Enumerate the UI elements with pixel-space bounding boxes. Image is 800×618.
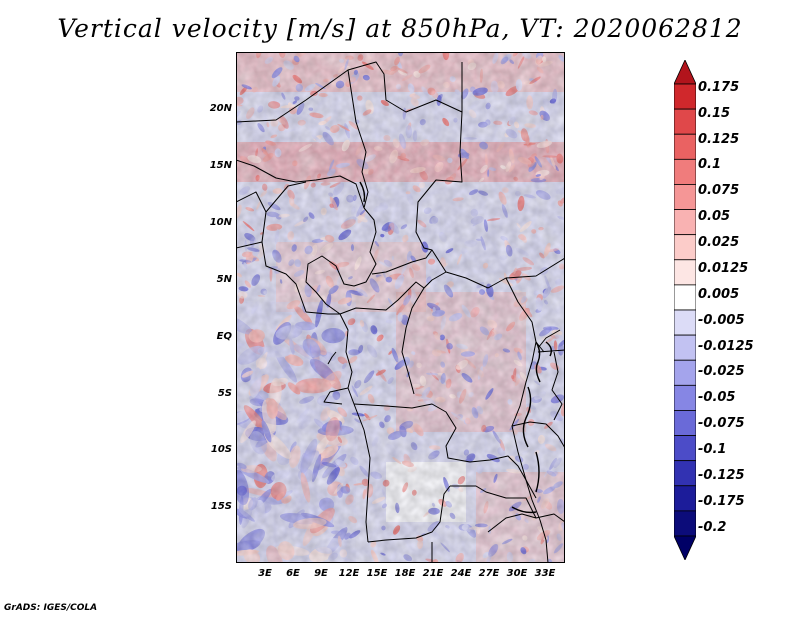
- lon-label-24e: 24E: [450, 568, 472, 579]
- lon-label-21e: 21E: [422, 568, 444, 579]
- lon-label-3e: 3E: [258, 568, 272, 579]
- colorbar-top-arrow: [674, 60, 696, 85]
- lon-label-12e: 12E: [338, 568, 360, 579]
- colorbar-segment: [674, 435, 696, 462]
- colorbar-label: -0.005: [698, 313, 745, 328]
- colorbar-label: 0.15: [698, 106, 731, 121]
- lat-label-15n: 15N: [209, 160, 232, 171]
- colorbar-segment: [674, 384, 696, 411]
- colorbar-label: -0.0125: [698, 339, 754, 354]
- colorbar-label: -0.075: [698, 416, 745, 431]
- colorbar-segment: [674, 485, 696, 512]
- colorbar-label: -0.025: [698, 364, 745, 379]
- colorbar-label: 0.025: [698, 235, 740, 250]
- colorbar-bottom-arrow: [674, 535, 696, 560]
- colorbar-segment: [674, 83, 696, 110]
- colorbar-segment: [674, 259, 696, 286]
- colorbar-segment: [674, 309, 696, 336]
- colorbar-segment: [674, 510, 696, 537]
- plot-title: Vertical velocity [m/s] at 850hPa, VT: 2…: [57, 14, 743, 43]
- colorbar-segment: [674, 209, 696, 236]
- lat-label-5n: 5N: [216, 274, 232, 285]
- colorbar-segment: [674, 460, 696, 487]
- lon-label-27e: 27E: [478, 568, 500, 579]
- colorbar-segments: [674, 60, 696, 560]
- colorbar-label: 0.05: [698, 209, 731, 224]
- lat-label-10n: 10N: [209, 217, 232, 228]
- colorbar-label: -0.125: [698, 468, 745, 483]
- lon-label-30e: 30E: [506, 568, 528, 579]
- colorbar-label: 0.005: [698, 287, 740, 302]
- colorbar-segment: [674, 158, 696, 185]
- colorbar-label: 0.175: [698, 80, 740, 95]
- colorbar: [674, 60, 696, 560]
- lon-label-9e: 9E: [314, 568, 328, 579]
- colorbar-segment: [674, 334, 696, 361]
- lat-label-15s: 15S: [210, 501, 232, 512]
- lon-label-15e: 15E: [366, 568, 388, 579]
- lakes: [359, 181, 553, 514]
- colorbar-label: -0.175: [698, 494, 745, 509]
- footer-credit: GrADS: IGES/COLA: [4, 603, 98, 613]
- colorbar-segment: [674, 410, 696, 436]
- lat-label-20n: 20N: [209, 103, 232, 114]
- colorbar-label: 0.075: [698, 183, 740, 198]
- colorbar-label: -0.1: [698, 442, 727, 457]
- colorbar-segment: [674, 284, 696, 311]
- lon-label-6e: 6E: [286, 568, 300, 579]
- colorbar-segment: [674, 133, 696, 160]
- colorbar-segment: [674, 108, 696, 135]
- lat-label-10s: 10S: [210, 444, 232, 455]
- map-panel: 20N 15N 10N 5N EQ 5S 10S 15S 3E 6E 9E 12…: [210, 52, 565, 579]
- vertical-velocity-field: [236, 52, 565, 563]
- lat-label-eq: EQ: [216, 331, 232, 342]
- colorbar-label: 0.0125: [698, 261, 749, 276]
- colorbar-segment: [674, 184, 696, 210]
- colorbar-label: 0.1: [698, 157, 722, 172]
- colorbar-label: 0.125: [698, 132, 740, 147]
- map-frame: [236, 52, 565, 563]
- lon-label-18e: 18E: [394, 568, 416, 579]
- colorbar-segment: [674, 359, 696, 386]
- colorbar-label: -0.2: [698, 520, 727, 535]
- colorbar-label: -0.05: [698, 390, 736, 405]
- lat-label-5s: 5S: [217, 388, 232, 399]
- lon-label-33e: 33E: [534, 568, 556, 579]
- colorbar-segment: [674, 234, 696, 261]
